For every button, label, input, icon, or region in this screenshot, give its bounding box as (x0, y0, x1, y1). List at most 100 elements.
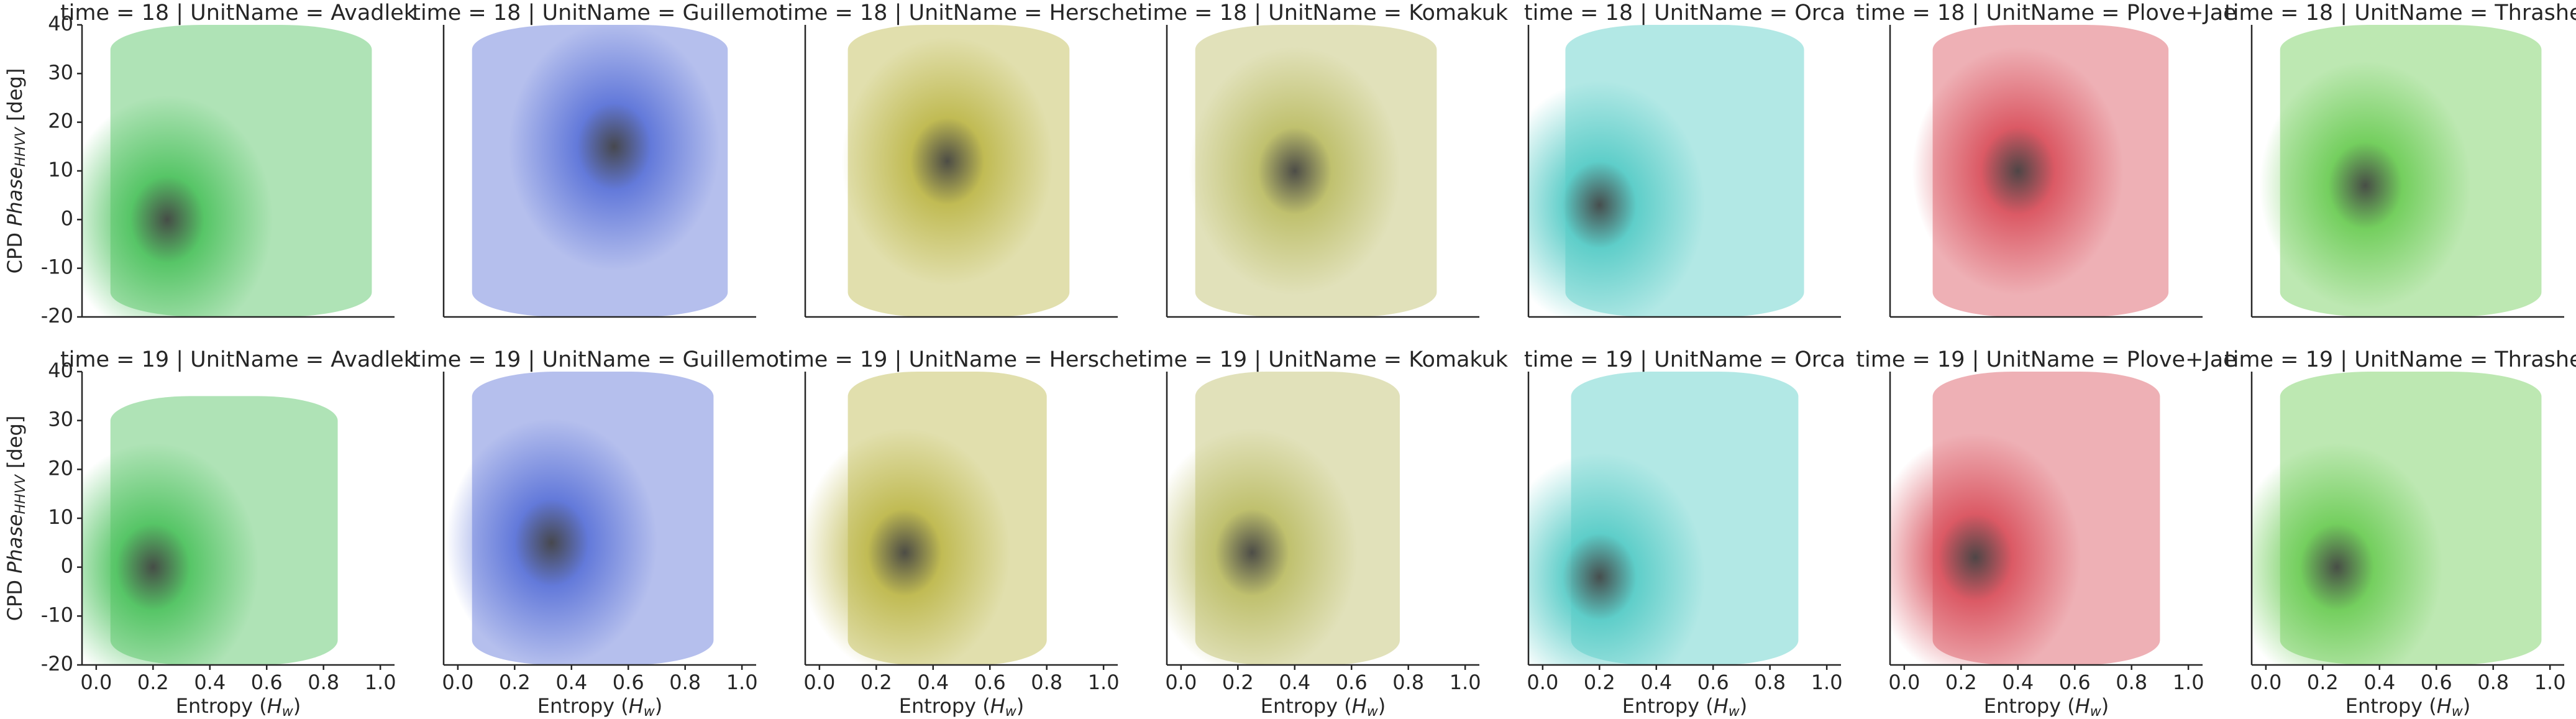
x-tick-label: 0.2 (1584, 671, 1615, 694)
x-tick-label: 0.2 (2307, 671, 2339, 694)
density-peak (1912, 47, 2124, 295)
x-tick-label: 0.6 (251, 671, 283, 694)
label-part: w (1005, 704, 1017, 719)
panel-title: time = 18 | UnitName = Thrasher (2224, 1, 2576, 25)
label-part: H (629, 694, 644, 718)
x-tick-label: 0.8 (2477, 671, 2509, 694)
x-tick-label: 0.8 (1031, 671, 1062, 694)
panel: time = 18 | UnitName = Orca (1524, 1, 1845, 318)
label-part: ) (2463, 694, 2470, 718)
x-axis-label: Entropy (Hw) (176, 694, 301, 719)
panel: time = 19 | UnitName = Orca 0.0 0.2 0.4 0.6 0… (1524, 347, 1845, 719)
x-tick-label: 1.0 (2534, 671, 2566, 694)
panel: time = 19 | UnitName = Thrasher 0.0 0.2 0.4… (2224, 347, 2576, 719)
panel-title: time = 18 | UnitName = Guillemot (412, 1, 788, 25)
y-tick-label: -20 (41, 304, 73, 327)
plot-area (82, 25, 372, 317)
label-part: Phase (3, 514, 27, 574)
y-tick-label: 20 (48, 109, 73, 133)
x-tick-label: 0.0 (1165, 671, 1197, 694)
panel: time = 19 | UnitName = Komakuk 0.0 0.2 0.4 0… (1138, 347, 1509, 719)
x-tick-label: 0.4 (2364, 671, 2395, 694)
plot-area (1528, 372, 1799, 665)
panel-title: time = 19 | UnitName = Orca (1524, 347, 1845, 372)
x-tick-label: 0.4 (194, 671, 226, 694)
label-part: w (282, 704, 294, 719)
label-part: Entropy ( (899, 694, 990, 718)
x-tick-label: 0.6 (1336, 671, 1368, 694)
density-peak (508, 25, 720, 271)
label-part: Phase (3, 167, 27, 226)
density-peak (2252, 442, 2443, 665)
density-peak (82, 442, 259, 665)
y-tick-label: 10 (48, 505, 73, 529)
plot-area (1528, 25, 1804, 317)
label-part: ) (2101, 694, 2109, 718)
x-tick-label: 0.8 (308, 671, 339, 694)
x-axis-label: Entropy (Hw) (1984, 694, 2109, 719)
panel-title: time = 18 | UnitName = Avadlek (60, 1, 417, 25)
x-tick-label: 0.8 (2116, 671, 2147, 694)
label-part: Entropy ( (537, 694, 629, 718)
plot-area (2259, 25, 2542, 317)
x-tick-label: 0.4 (2002, 671, 2034, 694)
y-tick-label: 30 (48, 408, 73, 431)
plot-area (445, 372, 714, 665)
density-peak (805, 428, 1010, 665)
label-part: Entropy ( (176, 694, 267, 718)
panel: time = 19 | UnitName = Plove+Jae 0.0 0.2 0.… (1856, 347, 2236, 719)
label-part: [deg] (3, 416, 27, 475)
x-tick-label: 0.4 (555, 671, 587, 694)
x-axis-label: Entropy (Hw) (1622, 694, 1748, 719)
label-part: Entropy ( (2345, 694, 2437, 718)
x-tick-label: 0.6 (1697, 671, 1729, 694)
panel-title: time = 18 | UnitName = Komakuk (1138, 1, 1509, 25)
panel: time = 18 | UnitName = Komakuk (1138, 1, 1509, 318)
x-axis-label: Entropy (Hw) (1261, 694, 1386, 719)
plot-area (2252, 372, 2542, 665)
y-tick-label: 40 (48, 12, 73, 35)
label-part: w (1367, 704, 1379, 719)
x-tick-label: 0.2 (1945, 671, 1977, 694)
label-part: HHVV (13, 126, 29, 167)
panel: time = 18 | UnitName = Guillemot (412, 1, 788, 318)
y-axis-label: CPD PhaseHHVV [deg] (3, 416, 29, 621)
panel: time = 19 | UnitName = Avadlek -20 -10 0 10 2… (3, 347, 417, 719)
x-tick-label: 0.6 (974, 671, 1006, 694)
y-tick-label: 40 (48, 359, 73, 382)
x-tick-label: 1.0 (365, 671, 396, 694)
density-peak (2259, 61, 2471, 310)
plot-area (1912, 25, 2169, 317)
panel-title: time = 19 | UnitName = Komakuk (1138, 347, 1509, 372)
x-tick-label: 0.6 (613, 671, 644, 694)
label-part: H (990, 694, 1005, 718)
y-tick-label: 10 (48, 158, 73, 181)
x-tick-label: 1.0 (1450, 671, 1481, 694)
x-tick-label: 1.0 (1811, 671, 1843, 694)
x-tick-label: 0.0 (2250, 671, 2281, 694)
label-part: w (1729, 704, 1740, 719)
density-peak (445, 418, 657, 665)
density-peak (1528, 452, 1706, 665)
panel: time = 18 | UnitName = Plove+Jae (1856, 1, 2237, 318)
panel: time = 18 | UnitName = Herschel (779, 1, 1144, 318)
density-peak (1167, 428, 1358, 665)
y-tick-label: -20 (41, 652, 73, 675)
x-tick-label: 0.4 (1640, 671, 1672, 694)
y-tick-label: -10 (41, 255, 73, 279)
x-tick-label: 0.8 (669, 671, 701, 694)
x-tick-label: 0.0 (442, 671, 473, 694)
y-tick-label: 30 (48, 60, 73, 84)
x-tick-label: 0.6 (2421, 671, 2452, 694)
panel: time = 19 | UnitName = Herschel 0.0 0.2 0.4… (779, 347, 1144, 719)
label-part: ) (1378, 694, 1386, 718)
label-part: w (2452, 704, 2464, 719)
density-peak (82, 95, 273, 317)
panel-title: time = 19 | UnitName = Thrasher (2224, 347, 2576, 372)
density-peak (1528, 80, 1706, 317)
panel-title: time = 18 | UnitName = Orca (1524, 1, 1845, 25)
x-tick-label: 0.6 (2059, 671, 2091, 694)
plot-area (1167, 372, 1400, 665)
label-part: H (267, 694, 282, 718)
label-part: w (644, 704, 655, 719)
